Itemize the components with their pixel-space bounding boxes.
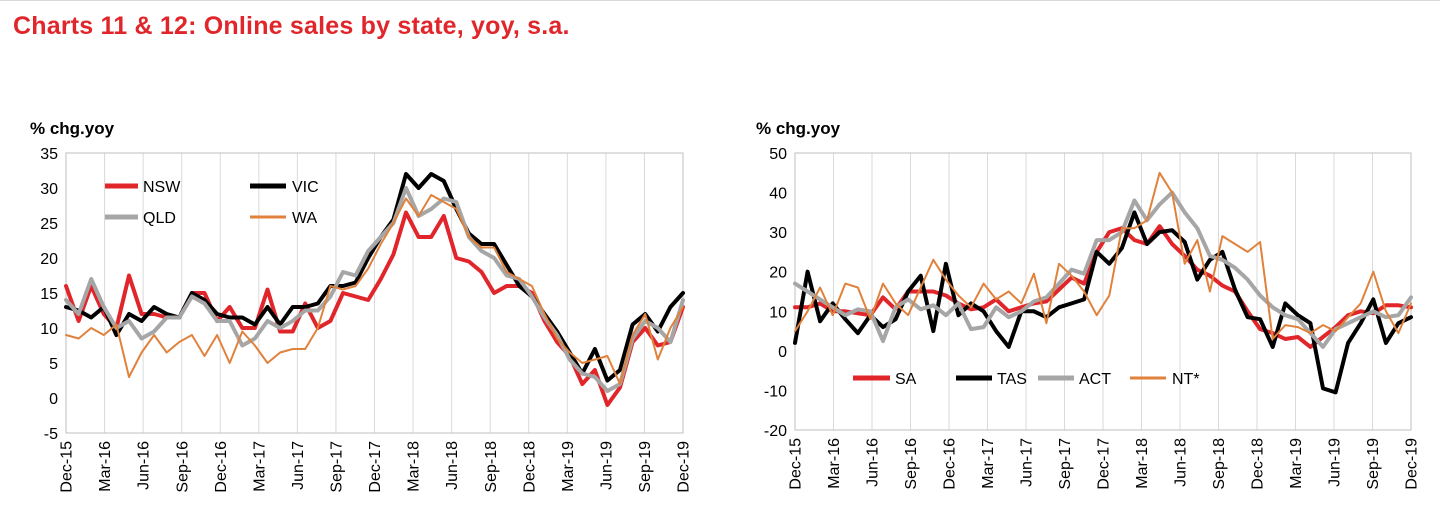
y-tick-label: 10 — [40, 321, 58, 338]
x-tick-label: Jun-18 — [1173, 438, 1190, 487]
x-tick-label: Mar-18 — [406, 441, 423, 492]
x-tick-label: Sep-16 — [174, 441, 191, 493]
x-tick-label: Dec-17 — [367, 441, 384, 493]
y-axis-label: % chg.yoy — [756, 119, 841, 138]
y-tick-label: 50 — [769, 146, 787, 163]
chart-nsw-vic-qld-wa: % chg.yoy -5 0 5 10 15 20 25 30 35 Dec-15 Mar-16 Ju… — [30, 119, 693, 493]
x-tick-label: Sep-18 — [1211, 438, 1228, 490]
x-tick-label: Mar-19 — [1288, 438, 1305, 489]
legend-label: NSW — [143, 179, 181, 196]
x-tick-label: Jun-17 — [290, 441, 307, 490]
x-tick-label: Jun-18 — [444, 441, 461, 490]
x-tick-label: Dec-19 — [676, 441, 693, 493]
x-tick-label: Mar-17 — [980, 438, 997, 489]
y-tick-label: 0 — [49, 391, 58, 408]
y-tick-label: -10 — [764, 383, 787, 400]
x-tick-label: Dec-19 — [1404, 438, 1421, 490]
x-tick-label: Dec-16 — [213, 441, 230, 493]
y-axis-label: % chg.yoy — [30, 119, 115, 138]
series-line-tas — [793, 210, 1413, 395]
legend-label: SA — [895, 371, 917, 388]
x-tick-label: Dec-16 — [942, 438, 959, 490]
y-tick-label: 40 — [769, 186, 787, 203]
plot-area — [794, 152, 1412, 431]
y-tick-label: 35 — [40, 146, 58, 163]
x-tick-label: Sep-19 — [1365, 438, 1382, 490]
y-tick-label: 5 — [49, 356, 58, 373]
y-tick-label: 20 — [769, 265, 787, 282]
x-tick-label: Mar-18 — [1134, 438, 1151, 489]
x-tick-label: Jun-17 — [1019, 438, 1036, 487]
y-tick-label: 0 — [778, 344, 787, 361]
x-tick-label: Jun-16 — [136, 441, 153, 490]
x-tick-label: Jun-19 — [598, 441, 615, 490]
x-tick-label: Dec-18 — [1250, 438, 1267, 490]
legend-label: ACT — [1079, 371, 1111, 388]
x-tick-label: Jun-16 — [865, 438, 882, 487]
x-tick-label: Dec-15 — [59, 441, 76, 493]
y-tick-label: -20 — [764, 423, 787, 440]
legend-label: VIC — [292, 179, 319, 196]
top-divider — [0, 0, 1440, 1]
x-tick-label: Mar-16 — [826, 438, 843, 489]
y-tick-label: 30 — [40, 181, 58, 198]
legend-label: QLD — [143, 210, 176, 227]
y-tick-label: 20 — [40, 251, 58, 268]
x-tick-label: Dec-17 — [1096, 438, 1113, 490]
legend-label: WA — [292, 210, 318, 227]
x-tick-label: Mar-16 — [97, 441, 114, 492]
x-tick-label: Sep-18 — [483, 441, 500, 493]
y-tick-label: 10 — [769, 304, 787, 321]
series-line-nt — [794, 171, 1412, 340]
series-line-qld — [64, 186, 685, 393]
legend-label: TAS — [997, 371, 1027, 388]
x-tick-label: Sep-19 — [637, 441, 654, 493]
x-tick-label: Dec-18 — [521, 441, 538, 493]
chart-sa-tas-act-nt: % chg.yoy -20 -10 0 10 20 30 40 50 Dec-15 Mar-16 J… — [756, 119, 1421, 490]
y-tick-label: -5 — [44, 426, 58, 443]
legend-label: NT* — [1172, 371, 1200, 388]
x-tick-label: Jun-19 — [1327, 438, 1344, 487]
page-title: Charts 11 & 12: Online sales by state, y… — [13, 12, 570, 40]
series-line-wa — [65, 194, 684, 385]
x-tick-label: Sep-17 — [329, 441, 346, 493]
y-tick-label: 30 — [769, 225, 787, 242]
y-tick-label: 15 — [40, 286, 58, 303]
x-tick-label: Sep-16 — [903, 438, 920, 490]
x-tick-label: Sep-17 — [1057, 438, 1074, 490]
x-tick-label: Dec-15 — [788, 438, 805, 490]
x-tick-label: Mar-19 — [560, 441, 577, 492]
y-tick-label: 25 — [40, 216, 58, 233]
x-tick-label: Mar-17 — [251, 441, 268, 492]
